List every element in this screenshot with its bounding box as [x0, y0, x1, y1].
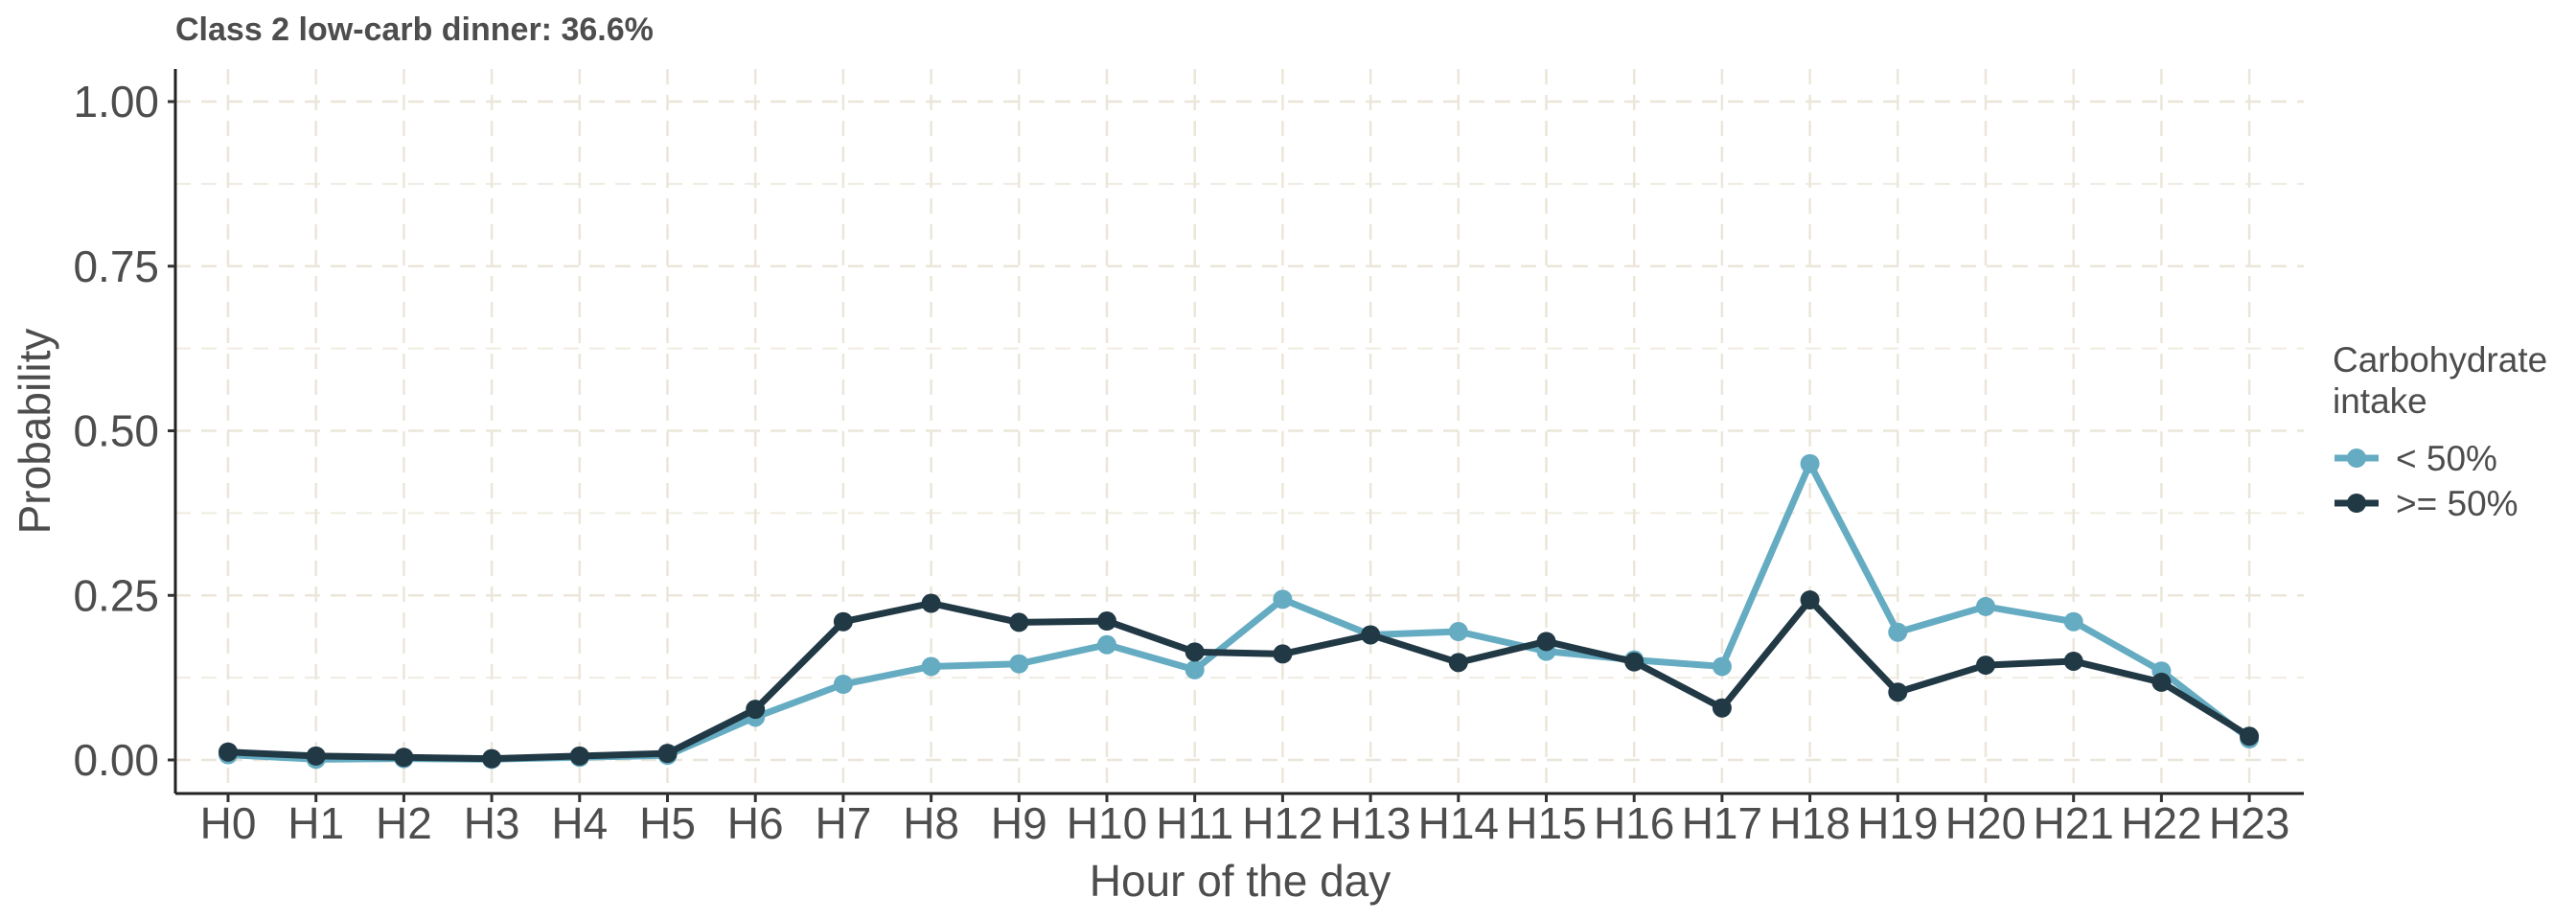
- data-point: [1448, 653, 1468, 673]
- x-tick-label: H4: [551, 798, 608, 848]
- x-tick-label: H11: [1156, 798, 1233, 848]
- y-axis-title: Probability: [10, 329, 59, 535]
- data-point: [746, 700, 766, 720]
- data-point: [1712, 656, 1732, 677]
- data-point: [1976, 656, 1995, 676]
- data-point: [1009, 612, 1029, 632]
- x-tick-label: H22: [2121, 798, 2201, 848]
- legend-label: >= 50%: [2396, 484, 2518, 523]
- x-tick-label: H0: [200, 798, 257, 848]
- x-tick-label: H5: [639, 798, 696, 848]
- legend-title-line-1: Carbohydrate: [2333, 340, 2547, 380]
- x-tick-label: H10: [1067, 798, 1147, 848]
- x-tick-label: H17: [1682, 798, 1762, 848]
- data-point: [569, 746, 589, 766]
- data-point: [306, 746, 326, 766]
- legend-label: < 50%: [2396, 439, 2497, 478]
- data-point: [482, 748, 502, 769]
- x-tick-label: H6: [727, 798, 784, 848]
- data-point: [1888, 682, 1908, 702]
- series-2: [218, 590, 2260, 769]
- y-tick-label: 0.75: [73, 242, 159, 291]
- legend: Carbohydrate intake < 50% >= 50%: [2333, 340, 2557, 523]
- legend-item: < 50%: [2334, 439, 2497, 478]
- x-axis-ticks: H0 H1 H2 H3 H4 H5 H6 H7 H8 H9 H10 H11 H12 H13 H14 H15 H1…: [200, 794, 2289, 848]
- data-point: [394, 748, 414, 768]
- series-layer: [218, 453, 2260, 770]
- data-point: [1097, 611, 1116, 632]
- data-point: [833, 611, 853, 632]
- x-tick-label: H2: [376, 798, 432, 848]
- x-tick-label: H8: [903, 798, 959, 848]
- data-point: [1624, 652, 1644, 672]
- legend-key-point: [2347, 494, 2366, 513]
- data-point: [1448, 622, 1468, 642]
- x-tick-label: H1: [288, 798, 344, 848]
- data-point: [1800, 590, 1820, 610]
- grid: [175, 69, 2304, 794]
- data-point: [1009, 654, 1029, 674]
- legend-items: < 50% >= 50%: [2334, 439, 2518, 523]
- data-point: [1184, 642, 1205, 662]
- data-point: [218, 742, 238, 762]
- data-point: [2240, 726, 2260, 747]
- data-point: [2063, 611, 2083, 632]
- legend-title: Carbohydrate intake: [2333, 340, 2557, 421]
- x-tick-label: H7: [815, 798, 871, 848]
- x-tick-label: H23: [2209, 798, 2289, 848]
- data-point: [2063, 651, 2083, 671]
- series-1: [218, 453, 2260, 770]
- data-point: [657, 744, 678, 764]
- data-point: [1536, 632, 1556, 652]
- x-tick-label: H12: [1242, 798, 1322, 848]
- x-tick-label: H9: [991, 798, 1047, 848]
- x-tick-label: H3: [464, 798, 520, 848]
- data-point: [921, 656, 941, 677]
- y-tick-label: 0.25: [73, 570, 159, 620]
- x-tick-label: H19: [1857, 798, 1938, 848]
- legend-key-point: [2347, 448, 2366, 468]
- series-line: [224, 460, 2253, 763]
- data-point: [1712, 698, 1732, 718]
- data-point: [1888, 622, 1908, 642]
- x-tick-label: H14: [1418, 798, 1499, 848]
- x-axis-title: Hour of the day: [1090, 856, 1392, 906]
- legend-item: >= 50%: [2334, 484, 2518, 523]
- chart-title: Class 2 low-carb dinner: 36.6%: [175, 12, 654, 48]
- y-axis-ticks: 0.00 0.25 0.50 0.75 1.00: [73, 77, 175, 785]
- x-tick-label: H13: [1330, 798, 1411, 848]
- data-point: [1976, 596, 1995, 616]
- y-tick-label: 1.00: [73, 77, 159, 126]
- data-point: [921, 593, 941, 613]
- legend-title-line-2: intake: [2333, 381, 2427, 421]
- series-line: [224, 596, 2253, 763]
- data-point: [1097, 634, 1116, 655]
- data-point: [1361, 625, 1381, 645]
- data-point: [2151, 672, 2172, 692]
- x-tick-label: H20: [1945, 798, 2026, 848]
- y-tick-label: 0.50: [73, 406, 159, 456]
- y-tick-label: 0.00: [73, 735, 159, 785]
- data-point: [1273, 644, 1293, 664]
- data-point: [1800, 453, 1820, 473]
- data-point: [833, 674, 853, 694]
- x-tick-label: H15: [1506, 798, 1586, 848]
- x-tick-label: H18: [1769, 798, 1850, 848]
- x-tick-label: H16: [1594, 798, 1674, 848]
- data-point: [1273, 589, 1293, 610]
- data-point: [1184, 659, 1205, 679]
- x-tick-label: H21: [2034, 798, 2114, 848]
